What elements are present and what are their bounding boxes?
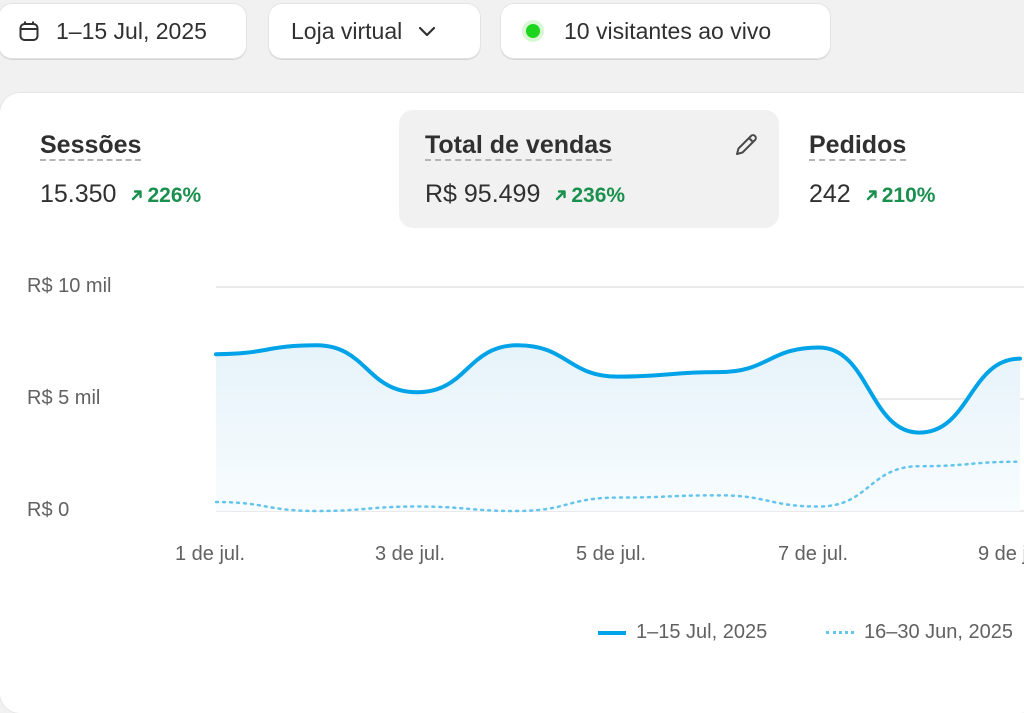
metric-change-text: 210% — [881, 184, 936, 207]
channel-dropdown[interactable]: Loja virtual — [268, 3, 481, 59]
metric-change-text: 226% — [147, 184, 202, 207]
channel-label: Loja virtual — [291, 17, 403, 44]
metric-sessions-value: 15.350 226% — [40, 180, 201, 210]
y-tick-label: R$ 0 — [27, 499, 70, 521]
legend-swatch — [598, 630, 626, 635]
metric-value-text: 242 — [809, 180, 851, 208]
live-dot-icon — [522, 20, 544, 42]
live-visitors-button[interactable]: 10 visitantes ao vivo — [500, 3, 831, 59]
metric-sales[interactable]: Total de vendas R$ 95.499 236% — [399, 110, 779, 228]
x-tick-label: 3 de jul. — [375, 543, 446, 565]
x-tick-label: 1 de jul. — [175, 543, 246, 565]
metric-value-text: R$ 95.499 — [425, 180, 541, 208]
arrow-up-right-icon — [554, 182, 568, 210]
chevron-down-icon — [416, 20, 438, 42]
metric-change: 210% — [865, 182, 936, 210]
metric-sales-value: R$ 95.499 236% — [425, 180, 625, 210]
calendar-icon — [16, 18, 42, 44]
x-tick-label: 5 de jul. — [576, 543, 647, 565]
arrow-up-right-icon — [130, 182, 144, 210]
y-tick-label: R$ 10 mil — [27, 275, 112, 297]
legend-swatch — [826, 631, 854, 634]
metric-sessions-label[interactable]: Sessões — [40, 131, 142, 161]
x-tick-label: 7 de jul. — [778, 543, 849, 565]
sales-chart — [214, 286, 1024, 513]
legend-label: 1–15 Jul, 2025 — [636, 621, 768, 643]
metric-change-text: 236% — [571, 184, 626, 207]
legend-item-previous[interactable]: 16–30 Jun, 2025 — [826, 621, 1013, 644]
metric-change: 236% — [554, 184, 625, 207]
series-line-current — [214, 343, 1022, 435]
legend-label: 16–30 Jun, 2025 — [864, 621, 1014, 643]
pencil-icon[interactable] — [731, 130, 761, 160]
date-range-label: 1–15 Jul, 2025 — [56, 17, 207, 44]
metric-sessions[interactable]: Sessões 15.350 226% — [0, 110, 380, 228]
series-area-current — [216, 345, 1020, 511]
metric-value-text: 15.350 — [40, 180, 117, 208]
arrow-up-right-icon — [865, 182, 879, 210]
metric-orders-value: 242 210% — [809, 180, 935, 210]
date-range-button[interactable]: 1–15 Jul, 2025 — [0, 3, 247, 59]
legend-item-current[interactable]: 1–15 Jul, 2025 — [598, 621, 767, 644]
metric-sales-label[interactable]: Total de vendas — [425, 131, 613, 161]
metric-change: 226% — [130, 184, 201, 207]
metric-orders[interactable]: Pedidos 242 210% — [790, 110, 1024, 228]
metric-orders-label[interactable]: Pedidos — [809, 131, 907, 161]
series-line-previous — [214, 460, 1022, 513]
x-tick-label: 9 de jul. — [978, 543, 1024, 565]
live-visitors-label: 10 visitantes ao vivo — [564, 17, 772, 44]
y-tick-label: R$ 5 mil — [27, 387, 101, 409]
